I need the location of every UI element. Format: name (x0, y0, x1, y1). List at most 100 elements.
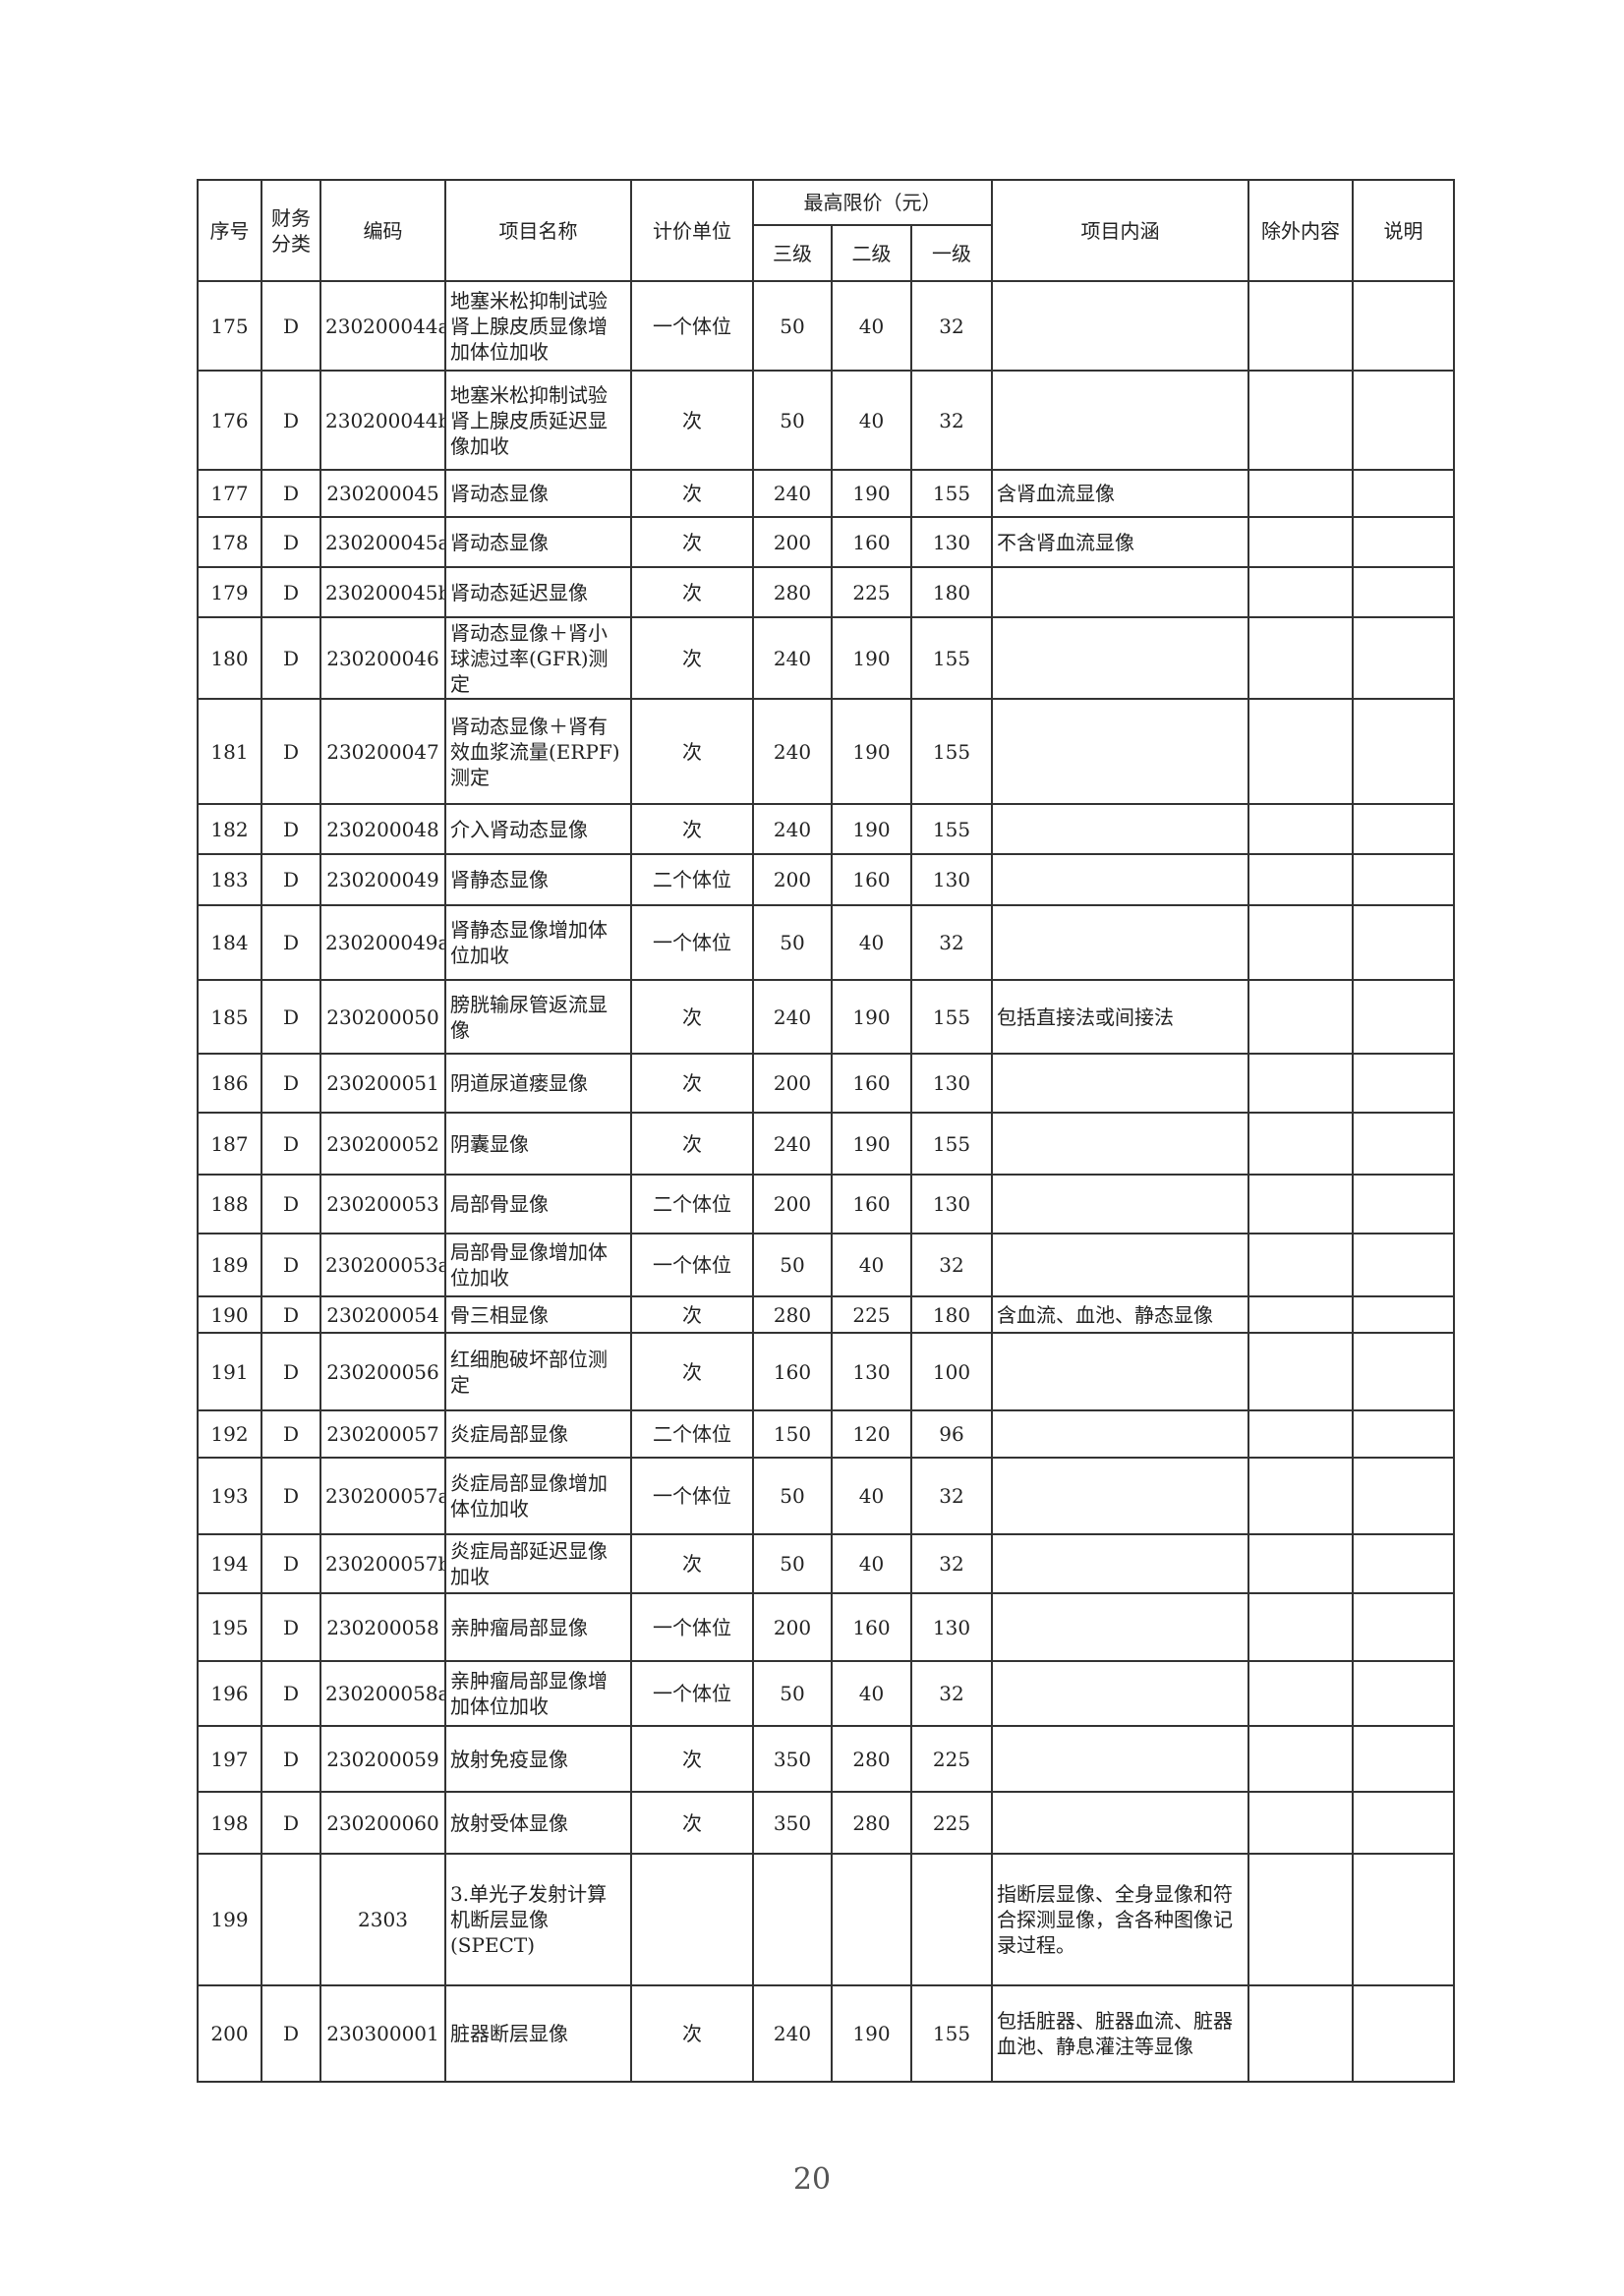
cell-content: 指断层显像、全身显像和符合探测显像，含各种图像记录过程。 (991, 1853, 1249, 1986)
cell-name: 局部骨显像增加体位加收 (444, 1233, 632, 1297)
header-content: 项目内涵 (991, 179, 1249, 282)
cell-content (991, 616, 1249, 700)
cell-exclusions (1247, 1725, 1354, 1793)
cell-notes (1352, 566, 1455, 618)
table-row: 179 D 230200045b 肾动态延迟显像次 280 225 180 (197, 566, 1455, 618)
cell-code: 230200049 (319, 853, 446, 906)
cell-cat: D (261, 1332, 321, 1411)
cell-notes (1352, 280, 1455, 372)
cell-content (991, 1409, 1249, 1459)
cell-p1: 155 (910, 1984, 993, 2083)
cell-p3: 50 (752, 1660, 833, 1727)
cell-unit: 次 (630, 1332, 754, 1411)
cell-p2: 130 (831, 1332, 912, 1411)
cell-p3: 150 (752, 1409, 833, 1459)
cell-p2: 40 (831, 370, 912, 471)
cell-p1: 155 (910, 1112, 993, 1176)
header-level2: 二级 (831, 224, 912, 282)
cell-content: 包括脏器、脏器血流、脏器血池、静息灌注等显像 (991, 1984, 1249, 2083)
cell-name: 炎症局部显像增加体位加收 (444, 1457, 632, 1535)
cell-exclusions (1247, 698, 1354, 805)
cell-notes (1352, 1457, 1455, 1535)
cell-name: 亲肿瘤局部显像 (444, 1592, 632, 1662)
cell-p1: 32 (910, 1533, 993, 1594)
cell-content (991, 1174, 1249, 1234)
cell-seq: 193 (197, 1457, 262, 1535)
cell-exclusions (1247, 566, 1354, 618)
header-price-group: 最高限价（元） (752, 179, 993, 226)
cell-seq: 194 (197, 1533, 262, 1594)
table-row: 194 D 230200057b 炎症局部延迟显像加收次 50 40 32 (197, 1533, 1455, 1594)
cell-p3: 50 (752, 370, 833, 471)
cell-code: 230200049a (319, 904, 446, 981)
cell-p2: 280 (831, 1791, 912, 1855)
cell-seq: 179 (197, 566, 262, 618)
table-row: 177 D 230200045 肾动态显像次 240 190 155 含肾血流显像 (197, 469, 1455, 518)
cell-p1: 180 (910, 566, 993, 618)
cell-p1: 155 (910, 803, 993, 855)
cell-notes (1352, 1409, 1455, 1459)
cell-name: 炎症局部显像 (444, 1409, 632, 1459)
cell-notes (1352, 1533, 1455, 1594)
cell-exclusions (1247, 1660, 1354, 1727)
cell-name: 肾动态显像 (444, 516, 632, 568)
cell-cat: D (261, 853, 321, 906)
cell-cat: D (261, 1409, 321, 1459)
cell-name: 膀胱输尿管返流显像 (444, 979, 632, 1055)
cell-cat: D (261, 904, 321, 981)
cell-notes (1352, 1233, 1455, 1297)
cell-notes (1352, 1660, 1455, 1727)
cell-name: 地塞米松抑制试验肾上腺皮质显像增加体位加收 (444, 280, 632, 372)
cell-p3: 200 (752, 853, 833, 906)
header-notes: 说明 (1352, 179, 1455, 282)
cell-name: 红细胞破坏部位测定 (444, 1332, 632, 1411)
cell-seq: 175 (197, 280, 262, 372)
cell-seq: 191 (197, 1332, 262, 1411)
cell-p2: 40 (831, 1533, 912, 1594)
cell-unit: 次 (630, 1725, 754, 1793)
cell-notes (1352, 803, 1455, 855)
cell-seq: 198 (197, 1791, 262, 1855)
cell-exclusions (1247, 1533, 1354, 1594)
cell-p2: 160 (831, 853, 912, 906)
cell-notes (1352, 1295, 1455, 1334)
cell-seq: 200 (197, 1984, 262, 2083)
cell-cat: D (261, 1533, 321, 1594)
cell-seq: 183 (197, 853, 262, 906)
cell-content: 含血流、血池、静态显像 (991, 1295, 1249, 1334)
cell-p2: 190 (831, 698, 912, 805)
cell-name: 3.单光子发射计算机断层显像(SPECT) (444, 1853, 632, 1986)
cell-cat: D (261, 1592, 321, 1662)
cell-p1: 32 (910, 280, 993, 372)
cell-p2: 40 (831, 904, 912, 981)
cell-exclusions (1247, 370, 1354, 471)
cell-exclusions (1247, 616, 1354, 700)
cell-p1: 32 (910, 1457, 993, 1535)
cell-seq: 199 (197, 1853, 262, 1986)
cell-content (991, 853, 1249, 906)
cell-p3: 50 (752, 280, 833, 372)
cell-content (991, 1660, 1249, 1727)
cell-notes (1352, 979, 1455, 1055)
cell-p1: 130 (910, 516, 993, 568)
cell-exclusions (1247, 280, 1354, 372)
cell-p3: 240 (752, 469, 833, 518)
cell-exclusions (1247, 853, 1354, 906)
cell-name: 局部骨显像 (444, 1174, 632, 1234)
cell-content (991, 280, 1249, 372)
cell-seq: 177 (197, 469, 262, 518)
cell-cat: D (261, 1660, 321, 1727)
cell-cat: D (261, 1174, 321, 1234)
cell-p2: 160 (831, 1592, 912, 1662)
cell-p3: 200 (752, 1174, 833, 1234)
cell-p3: 50 (752, 904, 833, 981)
cell-cat: D (261, 803, 321, 855)
cell-cat: D (261, 566, 321, 618)
cell-code: 230200058 (319, 1592, 446, 1662)
cell-p2: 160 (831, 1174, 912, 1234)
cell-cat: D (261, 1233, 321, 1297)
cell-content (991, 1053, 1249, 1114)
cell-code: 230200045b (319, 566, 446, 618)
table-row: 182 D 230200048 介入肾动态显像次 240 190 155 (197, 803, 1455, 855)
cell-unit: 二个体位 (630, 1174, 754, 1234)
